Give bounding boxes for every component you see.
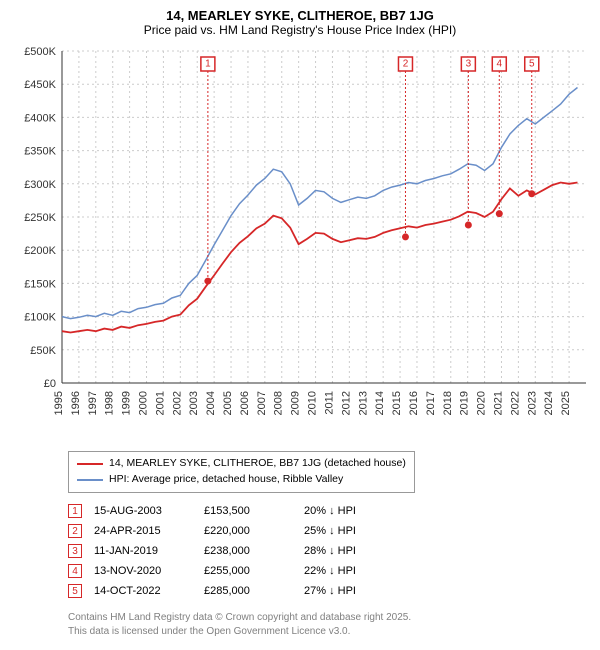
svg-text:£400K: £400K	[24, 112, 56, 124]
svg-text:2003: 2003	[188, 391, 200, 415]
sale-date: 11-JAN-2019	[94, 541, 204, 561]
svg-text:2022: 2022	[509, 391, 521, 415]
table-row: 2 24-APR-2015£220,00025% ↓ HPI	[68, 521, 368, 541]
sale-price: £153,500	[204, 501, 304, 521]
sale-marker-icon: 1	[68, 504, 82, 518]
sale-delta: 20% ↓ HPI	[304, 501, 368, 521]
line-chart-svg: £0 £50K £100K £150K £200K £250K £300K £350K £400…	[8, 43, 592, 443]
sale-date: 13-NOV-2020	[94, 561, 204, 581]
sale-price: £255,000	[204, 561, 304, 581]
attribution-text: Contains HM Land Registry data © Crown c…	[68, 611, 592, 639]
svg-text:1: 1	[205, 59, 211, 70]
sale-price: £220,000	[204, 521, 304, 541]
sale-price: £238,000	[204, 541, 304, 561]
svg-text:£500K: £500K	[24, 46, 56, 58]
svg-text:1997: 1997	[87, 391, 99, 415]
table-row: 3 11-JAN-2019£238,00028% ↓ HPI	[68, 541, 368, 561]
svg-text:2024: 2024	[543, 391, 555, 415]
sale-marker-icon: 3	[68, 544, 82, 558]
svg-text:£150K: £150K	[24, 278, 56, 290]
svg-text:£0: £0	[44, 378, 56, 390]
svg-text:2001: 2001	[154, 391, 166, 415]
svg-text:2015: 2015	[391, 391, 403, 415]
svg-text:2007: 2007	[256, 391, 268, 415]
svg-text:2011: 2011	[323, 391, 335, 415]
svg-text:2010: 2010	[307, 391, 319, 415]
svg-text:2020: 2020	[476, 391, 488, 415]
svg-text:2018: 2018	[442, 391, 454, 415]
svg-text:2012: 2012	[340, 391, 352, 415]
legend-item: HPI: Average price, detached house, Ribb…	[77, 472, 406, 488]
chart-title: 14, MEARLEY SYKE, CLITHEROE, BB7 1JG	[8, 8, 592, 23]
svg-text:2023: 2023	[526, 391, 538, 415]
svg-text:1996: 1996	[70, 391, 82, 415]
attribution-line: This data is licensed under the Open Gov…	[68, 625, 592, 639]
svg-text:3: 3	[466, 59, 472, 70]
legend-swatch	[77, 479, 103, 481]
sale-date: 24-APR-2015	[94, 521, 204, 541]
chart-area: £0 £50K £100K £150K £200K £250K £300K £350K £400…	[8, 43, 592, 443]
sale-marker-icon: 4	[68, 564, 82, 578]
svg-text:2004: 2004	[205, 391, 217, 415]
svg-text:4: 4	[497, 59, 503, 70]
sale-price: £285,000	[204, 581, 304, 601]
sale-date: 15-AUG-2003	[94, 501, 204, 521]
chart-subtitle: Price paid vs. HM Land Registry's House …	[8, 23, 592, 37]
legend-label: 14, MEARLEY SYKE, CLITHEROE, BB7 1JG (de…	[109, 456, 406, 472]
svg-text:2005: 2005	[222, 391, 234, 415]
table-row: 4 13-NOV-2020£255,00022% ↓ HPI	[68, 561, 368, 581]
svg-text:2002: 2002	[171, 391, 183, 415]
sale-marker-icon: 2	[68, 524, 82, 538]
svg-text:2019: 2019	[459, 391, 471, 415]
sale-delta: 28% ↓ HPI	[304, 541, 368, 561]
legend-label: HPI: Average price, detached house, Ribb…	[109, 472, 343, 488]
svg-text:1999: 1999	[121, 391, 133, 415]
svg-text:£50K: £50K	[30, 345, 56, 357]
sale-delta: 25% ↓ HPI	[304, 521, 368, 541]
svg-text:2014: 2014	[374, 391, 386, 415]
svg-text:2013: 2013	[357, 391, 369, 415]
sale-delta: 22% ↓ HPI	[304, 561, 368, 581]
svg-text:2: 2	[403, 59, 409, 70]
svg-text:£250K: £250K	[24, 212, 56, 224]
sale-delta: 27% ↓ HPI	[304, 581, 368, 601]
svg-text:2021: 2021	[492, 391, 504, 415]
svg-text:£200K: £200K	[24, 245, 56, 257]
sales-table: 1 15-AUG-2003£153,50020% ↓ HPI 2 24-APR-201…	[68, 501, 368, 601]
svg-text:2017: 2017	[425, 391, 437, 415]
svg-text:5: 5	[529, 59, 535, 70]
svg-text:2008: 2008	[273, 391, 285, 415]
sale-marker-icon: 5	[68, 584, 82, 598]
svg-text:1998: 1998	[104, 391, 116, 415]
svg-text:2009: 2009	[290, 391, 302, 415]
svg-text:£300K: £300K	[24, 179, 56, 191]
sale-date: 14-OCT-2022	[94, 581, 204, 601]
svg-text:£350K: £350K	[24, 146, 56, 158]
table-row: 5 14-OCT-2022£285,00027% ↓ HPI	[68, 581, 368, 601]
svg-text:£100K: £100K	[24, 312, 56, 324]
svg-text:2006: 2006	[239, 391, 251, 415]
legend-swatch	[77, 463, 103, 465]
svg-text:2000: 2000	[138, 391, 150, 415]
legend-item: 14, MEARLEY SYKE, CLITHEROE, BB7 1JG (de…	[77, 456, 406, 472]
table-row: 1 15-AUG-2003£153,50020% ↓ HPI	[68, 501, 368, 521]
svg-text:1995: 1995	[53, 391, 65, 415]
svg-text:£450K: £450K	[24, 79, 56, 91]
legend-box: 14, MEARLEY SYKE, CLITHEROE, BB7 1JG (de…	[68, 451, 415, 493]
attribution-line: Contains HM Land Registry data © Crown c…	[68, 611, 592, 625]
svg-text:2016: 2016	[408, 391, 420, 415]
svg-text:2025: 2025	[560, 391, 572, 415]
